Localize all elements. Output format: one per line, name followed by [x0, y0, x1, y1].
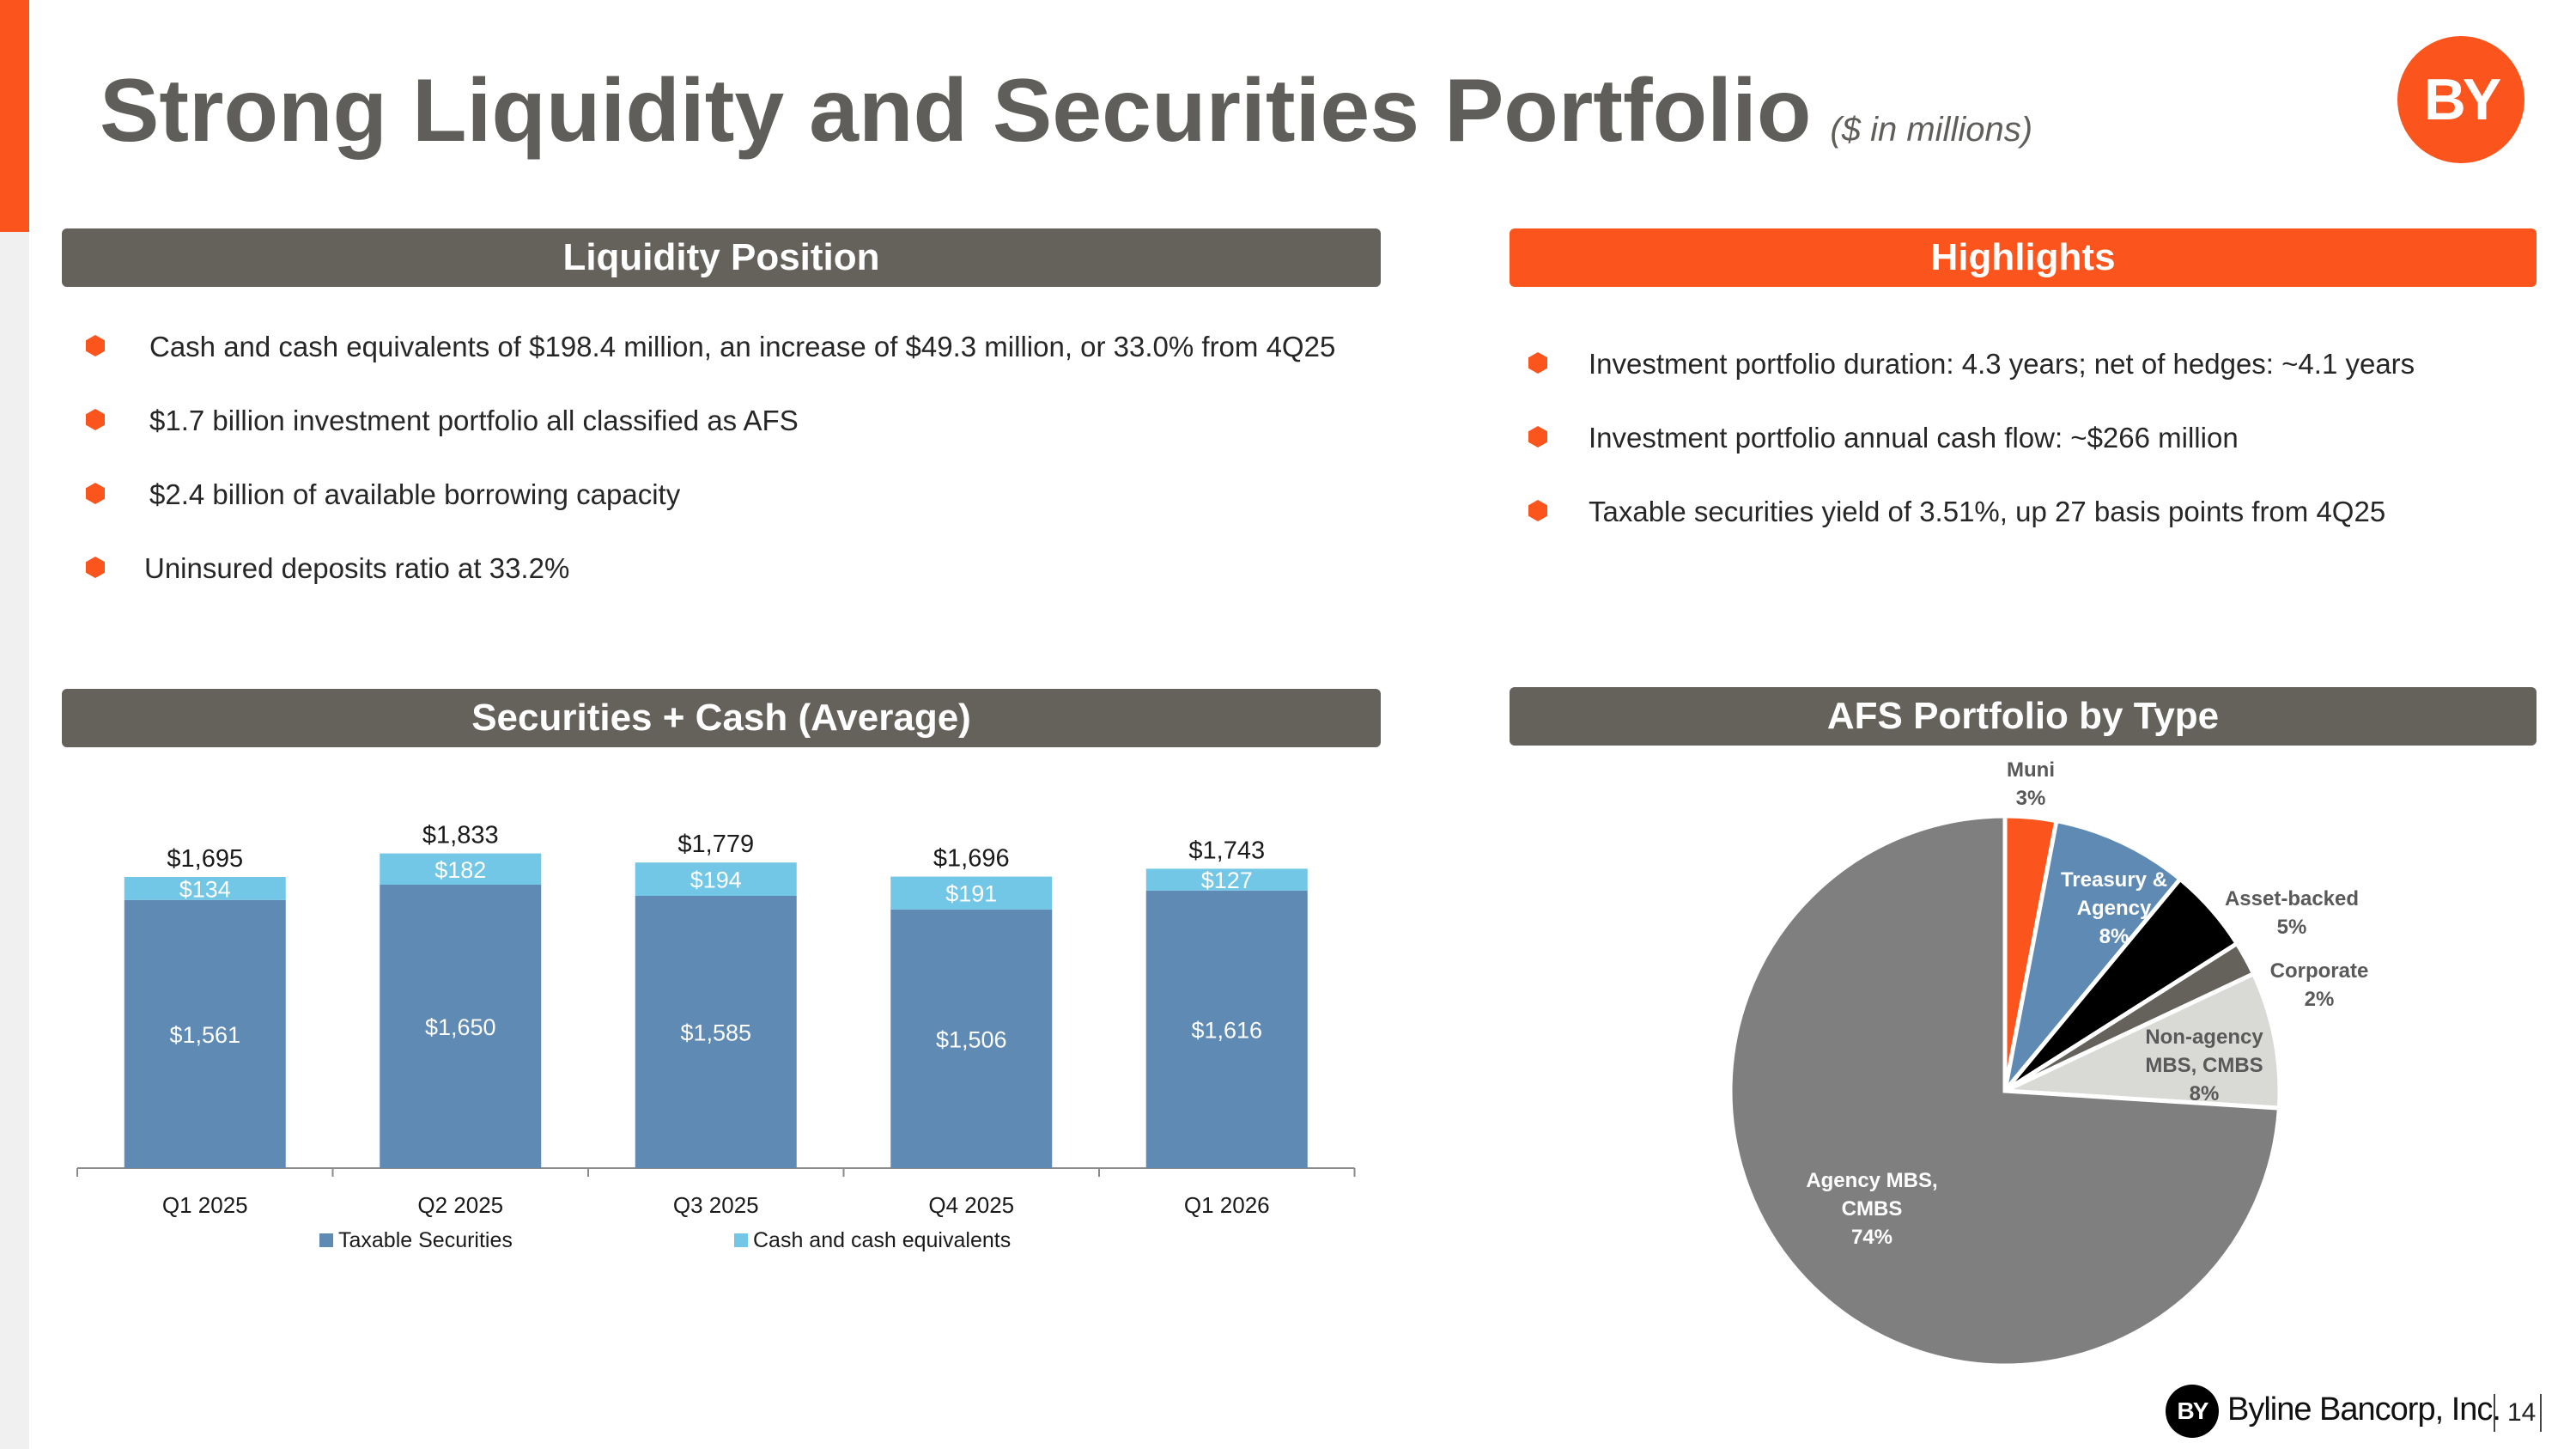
- liquidity-header: Liquidity Position: [62, 228, 1381, 287]
- securities-cash-bar-chart: $1,561 $134 $1,695 Q1 2025 $1,650 $182 $1,833 Q…: [76, 825, 1356, 1252]
- hexagon-bullet-icon: [1528, 352, 1547, 374]
- liquidity-bullets: Cash and cash equivalents of $198.4 mill…: [86, 330, 1335, 625]
- taxable-value-label: $1,650: [425, 1014, 496, 1040]
- pie-slice-label: Treasury & Agency 8%: [2061, 868, 2167, 948]
- hexagon-bullet-icon: [86, 483, 105, 504]
- pie-slice-label: Corporate 2%: [2270, 959, 2369, 1011]
- bullet-text: $2.4 billion of available borrowing capa…: [149, 478, 681, 510]
- total-value-label: $1,743: [1188, 837, 1265, 864]
- liquidity-bullet: $1.7 billion investment portfolio all cl…: [86, 404, 1335, 478]
- x-tick-label: Q1 2025: [162, 1192, 248, 1218]
- highlights-bullet: Taxable securities yield of 3.51%, up 27…: [1528, 495, 2415, 569]
- liquidity-bullet: Uninsured deposits ratio at 33.2%: [86, 551, 1335, 625]
- bullet-text: $1.7 billion investment portfolio all cl…: [149, 405, 799, 436]
- page-number: 14: [2507, 1398, 2537, 1427]
- pie-slice-agency-mbs-cmbs: [1728, 813, 2282, 1368]
- hexagon-bullet-icon: [86, 409, 105, 430]
- taxable-securities-bar: [635, 896, 797, 1168]
- taxable-value-label: $1,506: [936, 1026, 1007, 1052]
- pie-slice-label: Asset-backed 5%: [2225, 887, 2359, 939]
- cash-equivalents-bar: [635, 862, 797, 896]
- legend-label: Cash and cash equivalents: [753, 1228, 1011, 1252]
- title-main: Strong Liquidity and Securities Portfoli…: [100, 61, 1812, 161]
- page-title: Strong Liquidity and Securities Portfoli…: [100, 60, 2032, 162]
- footer-separator: [2494, 1394, 2495, 1432]
- footer-company-name: Byline Bancorp, Inc.: [2227, 1391, 2501, 1428]
- taxable-securities-bar: [1145, 890, 1308, 1168]
- footer-logo: BY: [2166, 1385, 2219, 1438]
- afs-header: AFS Portfolio by Type: [1510, 687, 2537, 746]
- total-value-label: $1,779: [677, 831, 754, 858]
- hexagon-bullet-icon: [86, 335, 105, 356]
- pie-slice-label: Non-agency MBS, CMBS 8%: [2145, 1026, 2263, 1105]
- taxable-securities-bar: [890, 909, 1053, 1168]
- cash-value-label: $194: [690, 868, 742, 893]
- logo-text: BY: [2423, 67, 2501, 132]
- footer-separator: [2540, 1394, 2542, 1432]
- cash-equivalents-bar: [380, 853, 542, 885]
- hexagon-bullet-icon: [1528, 500, 1547, 521]
- hexagon-bullet-icon: [86, 557, 105, 578]
- legend-swatch: [319, 1233, 333, 1247]
- cash-equivalents-bar: [124, 877, 286, 900]
- title-units: ($ in millions): [1830, 111, 2033, 149]
- highlights-bullets: Investment portfolio duration: 4.3 years…: [1528, 347, 2415, 569]
- taxable-value-label: $1,561: [169, 1022, 240, 1048]
- bullet-text: Investment portfolio duration: 4.3 years…: [1589, 348, 2415, 380]
- highlights-bullet: Investment portfolio annual cash flow: ~…: [1528, 421, 2415, 495]
- legend-swatch: [734, 1233, 748, 1247]
- left-accent-bar: [0, 0, 29, 232]
- total-value-label: $1,696: [933, 845, 1010, 873]
- bullet-text: Uninsured deposits ratio at 33.2%: [144, 552, 570, 584]
- x-tick-label: Q4 2025: [928, 1192, 1014, 1218]
- liquidity-bullet: $2.4 billion of available borrowing capa…: [86, 478, 1335, 551]
- footer-logo-text: BY: [2177, 1397, 2209, 1424]
- x-tick-label: Q2 2025: [417, 1192, 503, 1218]
- cash-equivalents-bar: [1145, 868, 1308, 891]
- x-tick-label: Q1 2026: [1184, 1192, 1270, 1218]
- cash-equivalents-bar: [890, 876, 1053, 910]
- pie-slice-label: Muni 3%: [2007, 758, 2055, 810]
- taxable-securities-bar: [124, 899, 286, 1168]
- taxable-value-label: $1,585: [680, 1020, 751, 1046]
- cash-value-label: $127: [1201, 868, 1253, 893]
- total-value-label: $1,833: [422, 825, 499, 849]
- cash-value-label: $134: [179, 876, 231, 902]
- cash-value-label: $191: [945, 881, 997, 907]
- bullet-text: Taxable securities yield of 3.51%, up 27…: [1589, 496, 2386, 527]
- taxable-value-label: $1,616: [1191, 1017, 1262, 1043]
- highlights-bullet: Investment portfolio duration: 4.3 years…: [1528, 347, 2415, 421]
- securities-header: Securities + Cash (Average): [62, 689, 1381, 747]
- pie-slice-label: Agency MBS, CMBS 74%: [1806, 1169, 1937, 1249]
- taxable-securities-bar: [380, 885, 542, 1168]
- hexagon-bullet-icon: [1528, 426, 1547, 447]
- pie-slice-non-agency-mbs-cmbs: [2003, 971, 2282, 1111]
- afs-portfolio-pie-chart: Muni 3% Treasury & Agency 8% Asset-backed 5% Co…: [1728, 758, 2369, 1368]
- bullet-text: Investment portfolio annual cash flow: ~…: [1589, 422, 2239, 454]
- left-strip: [0, 0, 29, 1449]
- legend-label: Taxable Securities: [338, 1228, 513, 1252]
- company-logo: BY: [2397, 36, 2524, 163]
- liquidity-bullet: Cash and cash equivalents of $198.4 mill…: [86, 330, 1335, 404]
- highlights-header: Highlights: [1510, 228, 2537, 287]
- pie-slice-treasury-agency: [2002, 818, 2184, 1093]
- x-tick-label: Q3 2025: [673, 1192, 759, 1218]
- bullet-text: Cash and cash equivalents of $198.4 mill…: [149, 331, 1336, 362]
- total-value-label: $1,695: [167, 845, 243, 873]
- cash-value-label: $182: [434, 857, 486, 883]
